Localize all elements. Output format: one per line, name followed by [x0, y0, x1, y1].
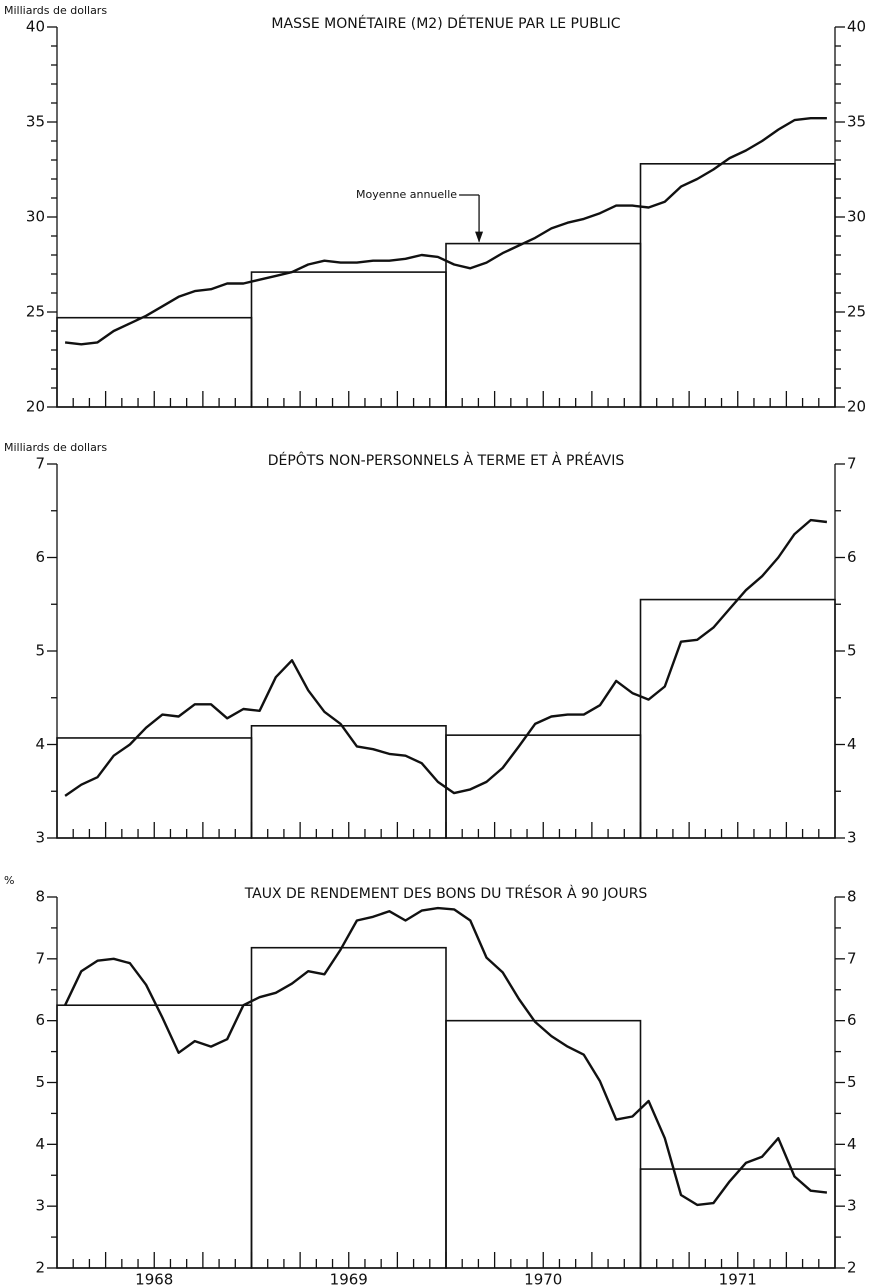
y-tick-label: 5 [35, 642, 45, 660]
y-tick-label-right: 4 [847, 1135, 857, 1153]
y-axis-label: Milliards de dollars [4, 4, 107, 17]
y-tick-label: 6 [35, 548, 45, 566]
monthly-line [64, 906, 828, 1207]
y-tick-label: 4 [35, 1135, 45, 1153]
annual-average-bar [445, 1019, 642, 1269]
y-tick-label-right: 7 [847, 455, 857, 473]
y-tick-label-right: 5 [847, 1073, 857, 1091]
y-tick-label: 3 [35, 829, 45, 847]
chart-title: MASSE MONÉTAIRE (M2) DÉTENUE PAR LE PUBL… [271, 15, 620, 32]
y-tick-label: 8 [35, 888, 45, 906]
annual-average-bar [445, 242, 642, 408]
y-tick-label-right: 7 [847, 949, 857, 967]
annual-average-bar [639, 163, 836, 408]
annual-average-bar [639, 1168, 836, 1269]
annotation: Moyenne annuelle [356, 188, 457, 201]
y-tick-label-right: 40 [847, 18, 866, 36]
y-tick-label-right: 4 [847, 735, 857, 753]
annual-average-bar [250, 724, 447, 839]
y-tick-label-right: 30 [847, 208, 866, 226]
y-tick-label-right: 3 [847, 1197, 857, 1215]
y-tick-label-right: 3 [847, 829, 857, 847]
annual-average-bar [639, 598, 836, 839]
monthly-line [64, 518, 828, 797]
y-tick-label: 5 [35, 1073, 45, 1091]
y-tick-label-right: 6 [847, 548, 857, 566]
y-tick-label-right: 35 [847, 113, 866, 131]
chart-title: TAUX DE RENDEMENT DES BONS DU TRÉSOR À 9… [244, 885, 648, 902]
y-tick-label: 2 [35, 1259, 45, 1277]
y-tick-label: 3 [35, 1197, 45, 1215]
x-tick-label: 1969 [330, 1271, 368, 1288]
chart-title: DÉPÔTS NON-PERSONNELS À TERME ET À PRÉAV… [268, 451, 625, 469]
y-tick-label: 7 [35, 455, 45, 473]
y-tick-label: 4 [35, 735, 45, 753]
monthly-line [64, 117, 827, 346]
y-tick-label-right: 20 [847, 398, 866, 416]
y-axis-label: % [4, 874, 14, 887]
y-tick-label: 6 [35, 1011, 45, 1029]
y-tick-label-right: 2 [847, 1259, 857, 1277]
annual-average-bar [250, 271, 447, 408]
y-tick-label-right: 25 [847, 303, 866, 321]
y-tick-label-right: 5 [847, 642, 857, 660]
y-tick-label: 25 [26, 303, 45, 321]
annual-average-bar [250, 946, 447, 1269]
y-tick-label-right: 8 [847, 888, 857, 906]
y-tick-label: 7 [35, 949, 45, 967]
x-tick-label: 1971 [719, 1271, 757, 1288]
y-tick-label: 20 [26, 398, 45, 416]
arrow-head [475, 231, 484, 243]
y-axis-label: Milliards de dollars [4, 441, 107, 454]
y-tick-label: 35 [26, 113, 45, 131]
x-tick-label: 1968 [135, 1271, 173, 1288]
x-tick-label: 1970 [524, 1271, 562, 1288]
y-tick-label: 30 [26, 208, 45, 226]
annual-average-bar [56, 1004, 253, 1269]
y-tick-label: 40 [26, 18, 45, 36]
y-tick-label-right: 6 [847, 1011, 857, 1029]
